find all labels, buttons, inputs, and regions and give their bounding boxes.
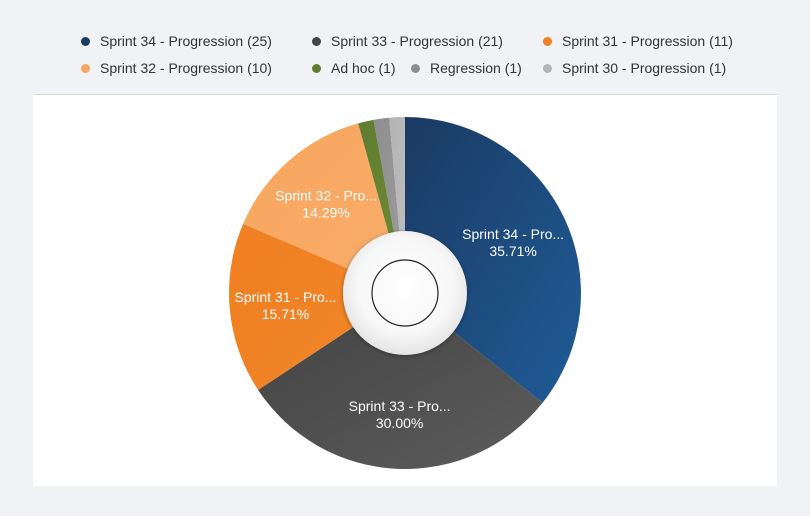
donut-chart: Sprint 34 - Pro...35.71% Sprint 33 - Pro.…	[229, 117, 581, 469]
slice-percent-label: 35.71%	[489, 243, 536, 259]
chart-panel: Sprint 34 - Pro... 35.71% Sprint 33 - Pro.…	[33, 94, 777, 486]
slice-name-label: Sprint 32 - Pro...	[275, 188, 377, 204]
legend-label: Sprint 34 - Progression (25)	[100, 33, 272, 49]
pie-slice-sprint-32-progression[interactable]	[243, 123, 395, 278]
slice-percent-label: 15.71%	[262, 306, 309, 322]
legend-dot-icon	[411, 63, 420, 73]
pie-slice-sprint-33-progression[interactable]	[258, 315, 543, 469]
pie-slice-ad-hoc[interactable]	[358, 119, 398, 255]
pie-slice-sprint-34-progression[interactable]	[405, 117, 581, 403]
pie-slice-sprint-30-progression[interactable]	[389, 117, 405, 254]
legend-dot-icon	[312, 36, 321, 46]
slice-name-label: Sprint 33 - Pro...	[349, 398, 451, 414]
pie-slice-regression[interactable]	[373, 117, 402, 254]
legend-item-sprint-33[interactable]: Sprint 33 - Progression (21)	[312, 33, 503, 49]
donut-center-ring	[371, 259, 439, 327]
legend-dot-icon	[543, 63, 552, 73]
legend-item-sprint-30[interactable]: Sprint 30 - Progression (1)	[543, 60, 726, 76]
legend-item-sprint-31[interactable]: Sprint 31 - Progression (11)	[543, 33, 733, 49]
chart-legend: Sprint 34 - Progression (25) Sprint 33 -…	[0, 0, 810, 94]
legend-dot-icon	[81, 36, 90, 46]
legend-label: Regression (1)	[430, 60, 522, 76]
slice-percent-label: 30.00%	[376, 415, 423, 431]
legend-label: Sprint 31 - Progression (11)	[562, 33, 733, 49]
legend-label: Sprint 33 - Progression (21)	[331, 33, 503, 49]
legend-label: Ad hoc (1)	[331, 60, 396, 76]
legend-label: Sprint 32 - Progression (10)	[100, 60, 272, 76]
legend-dot-icon	[543, 36, 552, 46]
legend-item-sprint-32[interactable]: Sprint 32 - Progression (10)	[81, 60, 272, 76]
legend-item-sprint-34[interactable]: Sprint 34 - Progression (25)	[81, 33, 272, 49]
slice-name-label: Sprint 31 - Pro...	[235, 289, 337, 305]
donut-hole	[343, 231, 467, 355]
legend-label: Sprint 30 - Progression (1)	[562, 60, 727, 76]
legend-item-regression[interactable]: Regression (1)	[411, 60, 522, 76]
pie-slice-sprint-31-progression[interactable]	[229, 223, 372, 390]
legend-dot-icon	[81, 63, 90, 73]
legend-dot-icon	[312, 63, 321, 73]
slice-percent-label: 14.29%	[302, 205, 349, 221]
legend-item-ad-hoc[interactable]: Ad hoc (1)	[312, 60, 396, 76]
slice-name-label: Sprint 34 - Pro...	[462, 226, 564, 242]
